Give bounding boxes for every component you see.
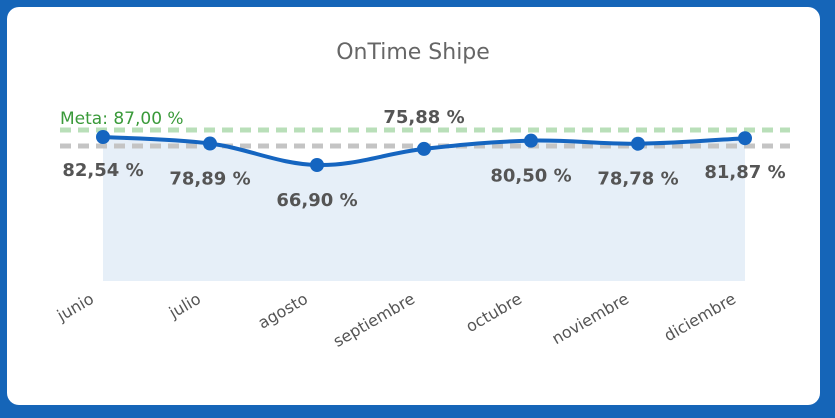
- data-label: 82,54 %: [62, 160, 143, 181]
- x-tick-label: septiembre: [330, 289, 418, 351]
- data-label: 66,90 %: [276, 190, 357, 211]
- chart-title: OnTime Shipe: [336, 40, 490, 65]
- x-tick-label: agosto: [255, 289, 311, 333]
- data-label: 80,50 %: [490, 166, 571, 187]
- data-labels: 82,54 % 78,89 % 66,90 % 75,88 % 80,50 % 78,78…: [62, 107, 785, 211]
- goal-label: Meta: 87,00 %: [60, 109, 184, 129]
- series-area: [103, 137, 745, 281]
- x-tick-label: octubre: [462, 289, 525, 336]
- x-tick-label: junio: [53, 289, 97, 325]
- data-label: 81,87 %: [704, 162, 785, 183]
- x-tick-label: julio: [165, 289, 204, 323]
- data-point[interactable]: [631, 136, 645, 151]
- data-label: 75,88 %: [383, 107, 464, 128]
- data-points: [96, 130, 752, 172]
- data-point[interactable]: [738, 131, 752, 146]
- x-tick-label: diciembre: [661, 289, 739, 345]
- data-point[interactable]: [96, 130, 110, 144]
- area-layer: [103, 137, 745, 281]
- data-point[interactable]: [310, 158, 324, 172]
- x-axis-ticks: junio julio agosto septiembre octubre noviemb…: [53, 289, 739, 351]
- data-point[interactable]: [203, 136, 217, 151]
- x-tick-label: noviembre: [548, 289, 632, 348]
- data-label: 78,78 %: [597, 169, 678, 190]
- data-point[interactable]: [417, 141, 431, 156]
- data-label: 78,89 %: [169, 169, 250, 190]
- data-point[interactable]: [524, 133, 538, 148]
